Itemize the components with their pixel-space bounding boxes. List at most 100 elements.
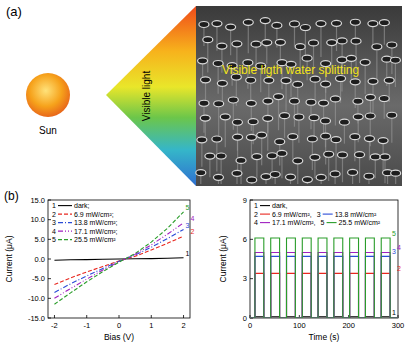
tube-mouth <box>332 20 342 26</box>
tube-mouth <box>309 40 319 46</box>
y-tick-label: 3 <box>243 274 247 283</box>
y-axis-title: Current (μA) <box>4 235 14 282</box>
y-tick <box>48 259 51 260</box>
tube-wall <box>359 158 360 183</box>
x-tick-label: 0 <box>248 321 252 330</box>
tube-mouth <box>199 100 209 106</box>
tube-mouth <box>350 19 360 25</box>
legend-number: 1 <box>52 202 56 209</box>
tube-wall <box>207 43 208 73</box>
tube-mouth <box>212 21 222 27</box>
legend-number: 4 <box>254 219 258 226</box>
tube-mouth <box>251 41 261 47</box>
tube-wall <box>265 180 266 184</box>
tube-mouth <box>220 114 230 120</box>
tube-mouth <box>379 96 389 102</box>
tube-wall <box>248 25 249 53</box>
tube-mouth <box>232 119 242 125</box>
tube-wall <box>294 27 295 46</box>
series-line <box>54 236 183 284</box>
tube-wall <box>395 176 396 184</box>
tube-wall <box>376 50 377 80</box>
tube-mouth <box>321 133 331 139</box>
tube-wall <box>335 177 336 184</box>
tube-mouth <box>236 157 246 163</box>
series-group <box>250 238 398 318</box>
tube-mouth <box>270 171 280 177</box>
panel-label: (a) <box>6 4 22 19</box>
legend-number: 2 <box>52 211 56 218</box>
legend-swatch <box>260 205 270 206</box>
y-tick <box>48 219 51 220</box>
tube-mouth <box>232 41 242 47</box>
tube-wall <box>297 164 298 184</box>
tube-mouth <box>246 134 256 140</box>
y-tick <box>250 239 253 240</box>
tube-mouth <box>330 96 340 102</box>
tube-wall <box>225 120 226 147</box>
y-tick-label: 0 <box>243 314 247 323</box>
series-line <box>54 230 183 293</box>
tube-mouth <box>260 18 270 24</box>
series-line <box>250 252 398 318</box>
series-end-label: 2 <box>397 265 401 272</box>
tube-wall <box>375 160 376 178</box>
legend-number: 2 <box>254 211 258 218</box>
legend-label: dark; <box>74 202 90 209</box>
tube-wall <box>336 26 337 51</box>
tube-mouth <box>324 151 334 157</box>
tube-mouth <box>198 58 208 64</box>
tube-wall <box>314 160 315 178</box>
tube-mouth <box>360 59 370 65</box>
light-label: Visible light <box>141 71 152 122</box>
legend-label: 17.1 mW/cm², <box>272 219 316 226</box>
legend-number: 3 <box>317 211 321 218</box>
sun <box>26 73 70 117</box>
tube-wall <box>250 83 251 102</box>
tube-wall <box>200 176 201 184</box>
series-line <box>250 273 398 318</box>
legend-swatch <box>58 205 72 206</box>
tube-wall <box>354 140 355 162</box>
tube-mouth <box>286 174 296 180</box>
tube-mouth <box>379 20 389 26</box>
legend-number: 4 <box>52 228 56 235</box>
tube-mouth <box>391 170 401 176</box>
tube-mouth <box>200 115 210 121</box>
tube-mouth <box>310 154 320 160</box>
series-end-label: 3 <box>392 248 396 255</box>
tube-wall <box>387 176 388 184</box>
legend-swatch <box>58 231 72 232</box>
tube-mouth <box>302 177 312 183</box>
tube-mouth <box>257 132 267 138</box>
tube-wall <box>284 119 285 138</box>
tube-mouth <box>203 37 213 43</box>
tube-wall <box>267 121 268 151</box>
series-end-label: 5 <box>392 230 396 237</box>
figure: (a)SunVisible lightVisible ligth water s… <box>0 0 408 355</box>
y-tick <box>250 200 253 201</box>
chart: -15.0-10.0-5.00.05.010.015.0-2-1012Bias … <box>4 196 195 342</box>
tube-wall <box>281 156 282 178</box>
series-end-label: 1 <box>392 309 396 316</box>
tube-mouth <box>339 119 349 125</box>
legend-swatch <box>58 214 72 215</box>
legend-number: 5 <box>52 236 56 243</box>
legend-number: 3 <box>52 219 56 226</box>
sem-image <box>196 6 402 186</box>
x-tick <box>119 315 120 318</box>
tube-mouth <box>201 77 211 83</box>
tube-mouth <box>264 77 274 83</box>
tube-mouth <box>387 42 397 48</box>
tube-mouth <box>353 98 363 104</box>
tube-mouth <box>217 43 227 49</box>
tube-wall <box>230 30 231 55</box>
x-tick <box>54 315 55 318</box>
chart: 03690100200300Time (s)Current (μA)123451… <box>218 196 404 342</box>
tube-mouth <box>350 79 360 85</box>
tube-mouth <box>217 80 227 86</box>
legend-swatch <box>58 222 72 223</box>
legend-swatch <box>327 222 337 223</box>
y-tick-label: 0.0 <box>35 255 45 264</box>
tube-mouth <box>274 94 284 100</box>
